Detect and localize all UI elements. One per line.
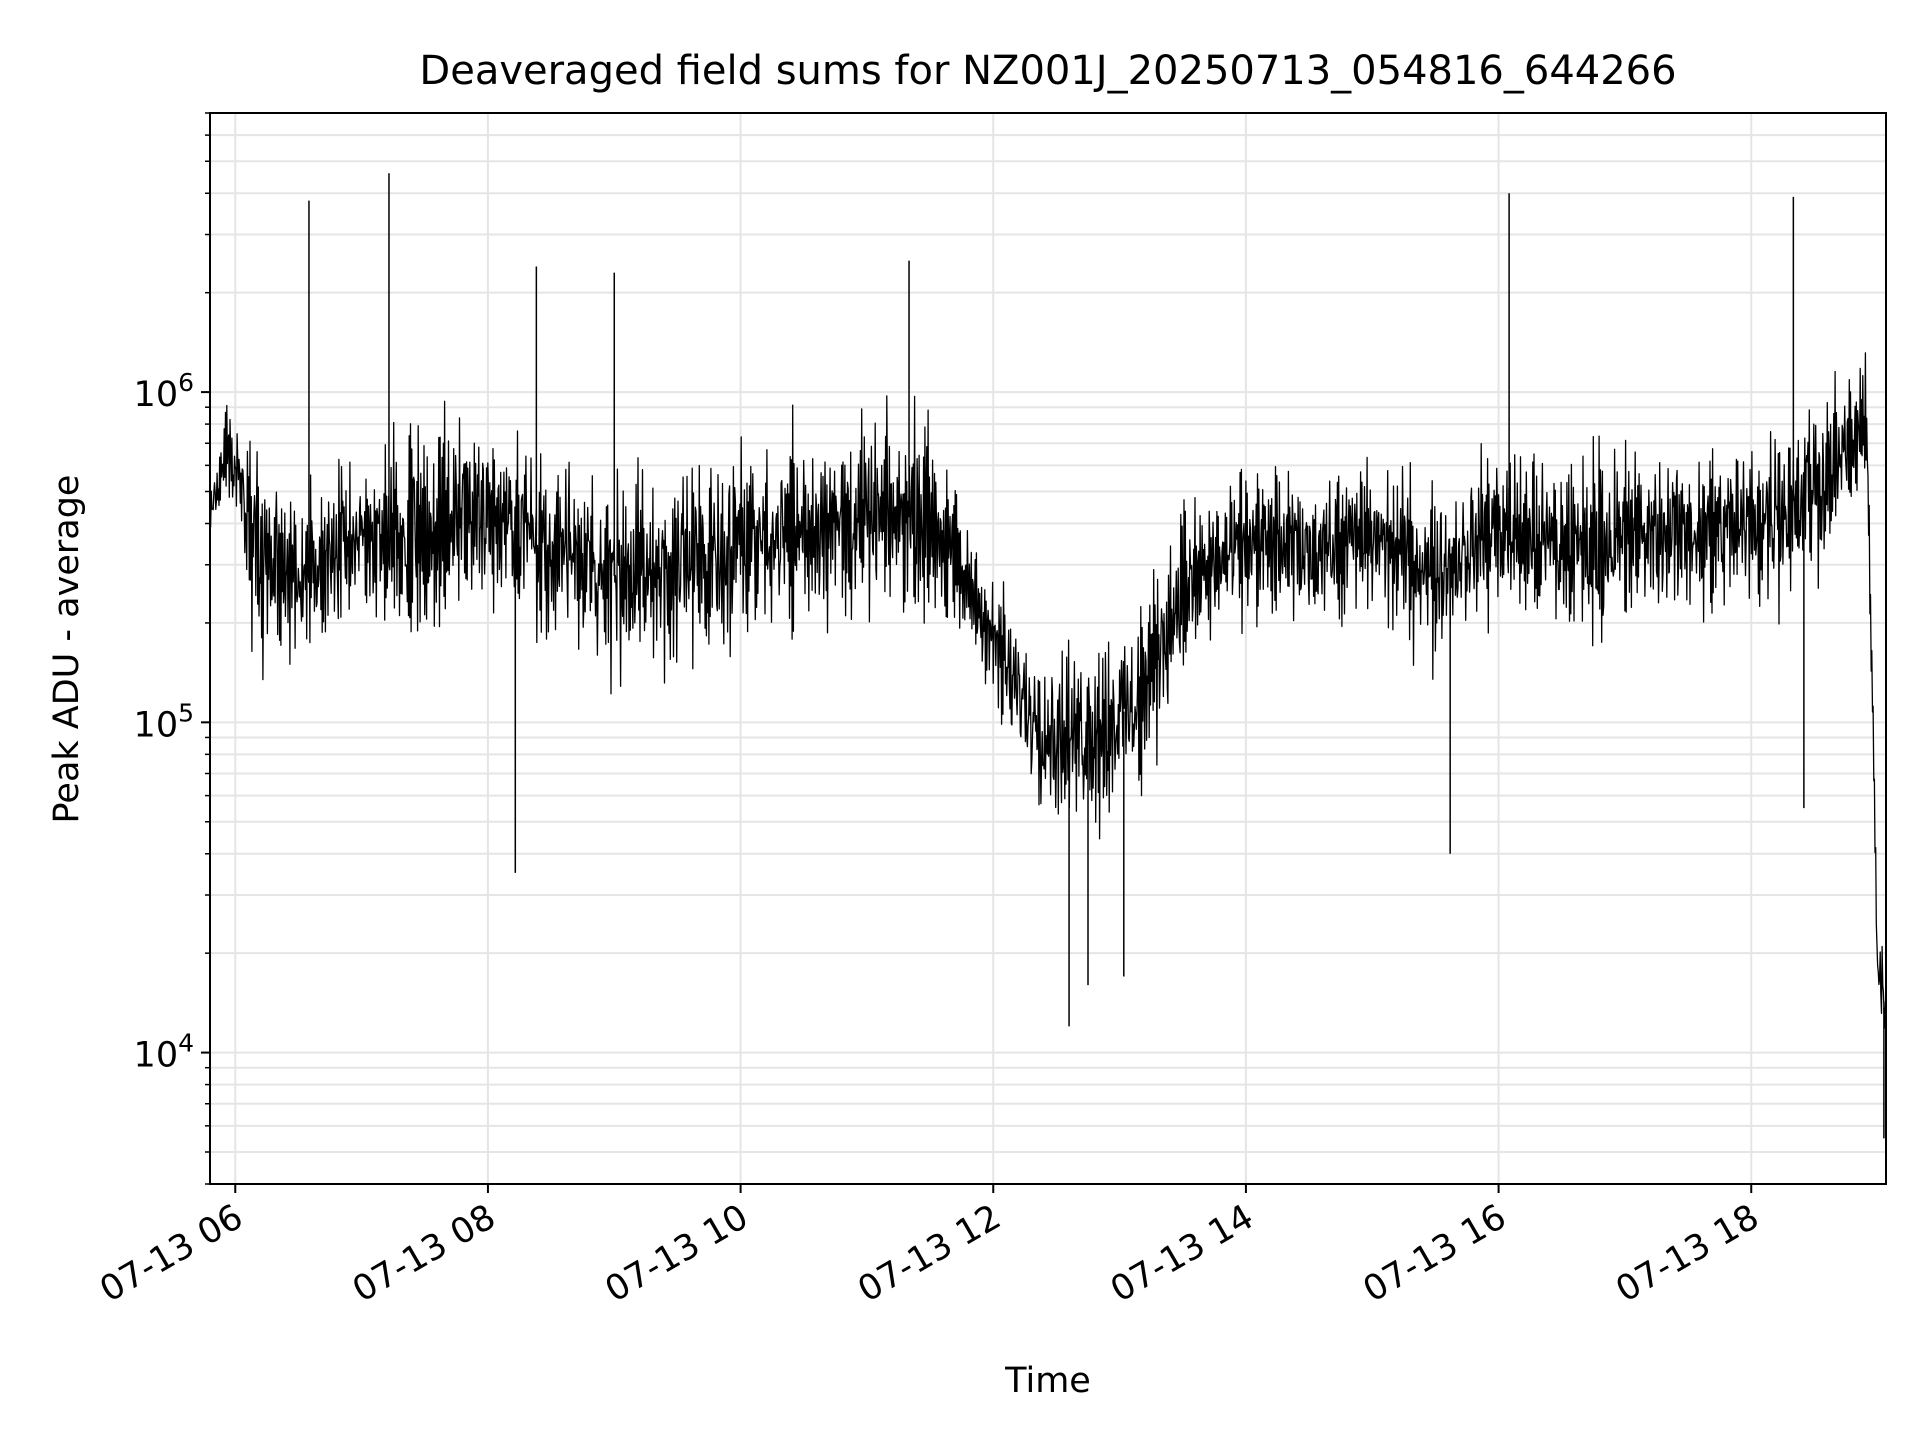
chart-title: Deaveraged field sums for NZ001J_2025071… [419, 48, 1676, 94]
grid [210, 112, 1886, 1185]
series-line [209, 352, 1887, 1029]
series-layer [209, 173, 1887, 1139]
y-axis-label: Peak ADU - average [47, 475, 87, 824]
x-axis-label: Time [1004, 1361, 1091, 1401]
plot-frame [209, 112, 1887, 1185]
